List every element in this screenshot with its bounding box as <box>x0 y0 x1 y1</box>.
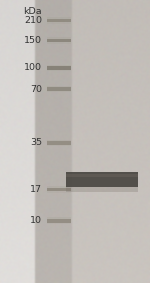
Text: 17: 17 <box>30 185 42 194</box>
Bar <box>47 87 71 91</box>
Bar <box>47 70 71 71</box>
Bar <box>47 91 71 93</box>
Bar <box>47 17 71 19</box>
Bar <box>47 219 71 222</box>
Bar <box>47 140 71 141</box>
Bar <box>47 86 71 87</box>
Bar <box>47 66 71 70</box>
Bar <box>47 222 71 224</box>
Bar <box>47 22 71 24</box>
Bar <box>47 19 71 22</box>
Bar <box>47 65 71 66</box>
Bar <box>66 172 138 187</box>
Bar <box>66 187 138 192</box>
Bar <box>47 37 71 38</box>
Bar <box>47 186 71 188</box>
Bar <box>47 38 71 42</box>
Bar <box>47 188 71 192</box>
Text: 70: 70 <box>30 85 42 94</box>
Text: 100: 100 <box>24 63 42 72</box>
Text: kDa: kDa <box>23 7 42 16</box>
Bar <box>47 141 71 145</box>
Text: 35: 35 <box>30 138 42 147</box>
Bar <box>47 217 71 219</box>
Text: 150: 150 <box>24 36 42 45</box>
Bar <box>47 145 71 146</box>
Text: 210: 210 <box>24 16 42 25</box>
Text: 10: 10 <box>30 216 42 225</box>
Bar <box>66 174 138 177</box>
Bar <box>47 192 71 193</box>
Bar <box>47 42 71 44</box>
